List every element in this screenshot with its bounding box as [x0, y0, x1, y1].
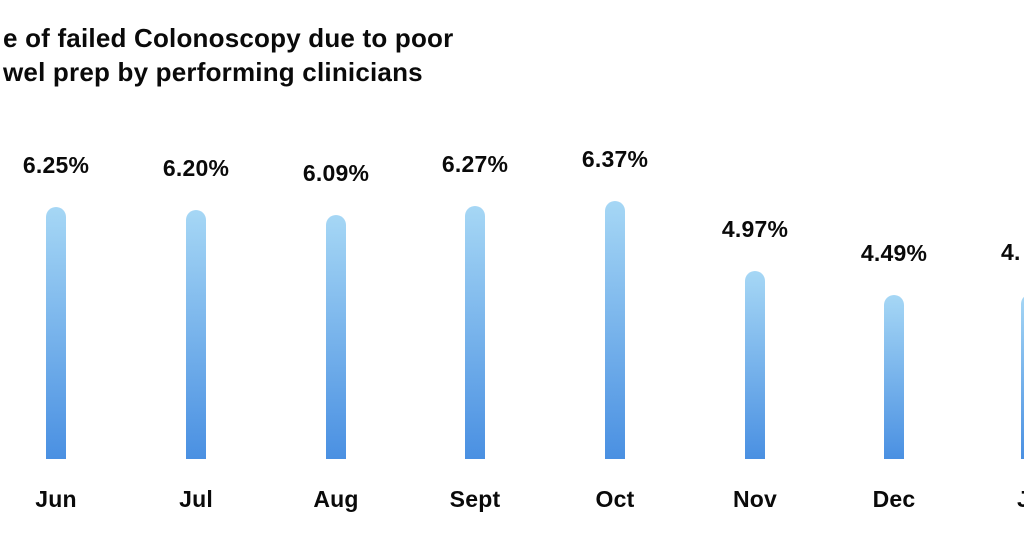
bar-sept [465, 206, 485, 459]
month-label-aug: Aug [313, 486, 359, 512]
value-label-jun: 6.25% [22, 152, 90, 178]
bar-oct [605, 201, 625, 459]
bar-nov [745, 271, 765, 459]
month-label-nov: Nov [732, 486, 778, 512]
bar-jun [46, 207, 66, 459]
value-label-j: 4. [1001, 239, 1021, 265]
month-label-jun: Jun [35, 486, 77, 512]
value-label-sept: 6.27% [441, 151, 509, 177]
value-label-jul: 6.20% [162, 154, 230, 181]
chart-title-line-1: e of failed Colonoscopy due to poor [3, 23, 454, 53]
bar-jul [186, 209, 206, 459]
bar-dec [884, 295, 904, 459]
bar-j [1021, 294, 1024, 459]
chart-title: e of failed Colonoscopy due to poor wel … [3, 21, 453, 89]
month-label-j: J [1017, 486, 1024, 512]
chart-title-line-2: wel prep by performing clinicians [3, 57, 423, 87]
value-label-nov: 4.97% [721, 216, 789, 242]
month-label-sept: Sept [449, 486, 501, 512]
value-label-aug: 6.09% [302, 160, 370, 186]
month-label-jul: Jul [179, 486, 213, 512]
value-label-dec: 4.49% [860, 240, 928, 266]
value-label-oct: 6.37% [581, 146, 649, 172]
month-label-dec: Dec [872, 486, 916, 512]
month-label-oct: Oct [595, 486, 635, 512]
bar-aug [326, 215, 346, 459]
